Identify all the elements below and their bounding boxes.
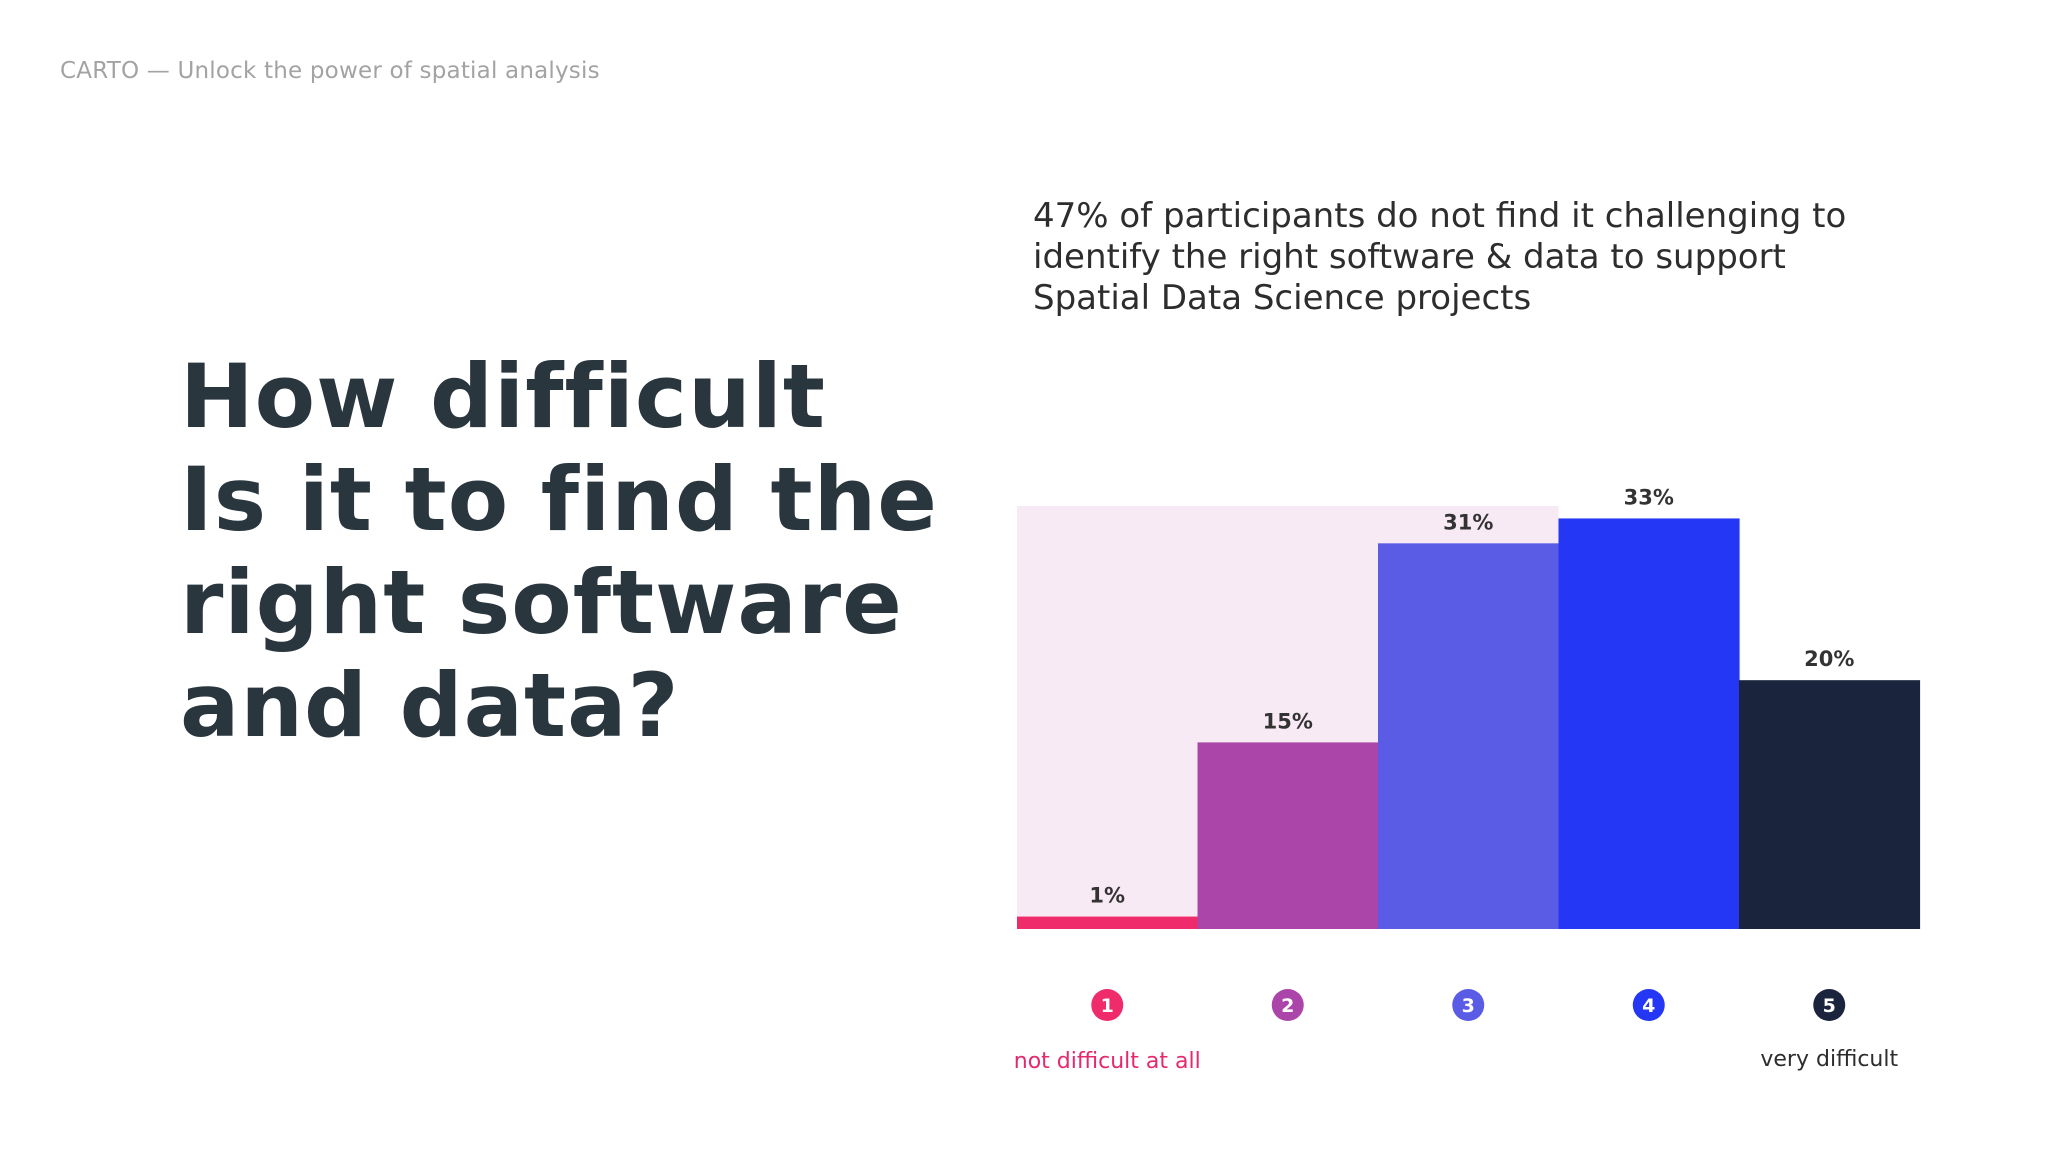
category-marker-5 — [1813, 989, 1846, 1021]
bar-value-label-5: 20% — [1804, 647, 1854, 671]
category-marker-1 — [1091, 989, 1124, 1021]
headline-line-1: How difficult — [180, 345, 826, 448]
category-label-4: 4 — [1642, 995, 1655, 1017]
category-marker-4 — [1632, 989, 1665, 1021]
bar-1 — [1017, 916, 1199, 929]
subtitle-line-3: Spatial Data Science projects — [1033, 278, 1532, 318]
category-marker-3 — [1452, 989, 1485, 1021]
headline-line-3: right software — [180, 551, 903, 654]
subtitle-line-2: identify the right software & data to su… — [1033, 237, 1786, 277]
bar-value-label-2: 15% — [1263, 709, 1313, 733]
bar-3 — [1378, 543, 1560, 929]
bar-value-label-3: 31% — [1443, 510, 1493, 534]
category-label-1: 1 — [1101, 995, 1114, 1017]
scale-low-label: not difficult at all — [1014, 1049, 1201, 1074]
category-label-2: 2 — [1281, 995, 1294, 1017]
category-label-3: 3 — [1462, 995, 1475, 1017]
headline: How difficult Is it to find the right so… — [180, 345, 938, 757]
bar-5 — [1739, 680, 1921, 929]
bar-value-label-1: 1% — [1089, 884, 1125, 908]
headline-line-4: and data? — [180, 654, 680, 757]
scale-high-label: very difficult — [1760, 1047, 1898, 1072]
bar-4 — [1558, 518, 1740, 929]
category-marker-2 — [1271, 989, 1304, 1021]
headline-line-2: Is it to find the — [180, 448, 938, 551]
bar-value-label-4: 33% — [1624, 485, 1674, 509]
chart-subtitle: 47% of participants do not find it chall… — [1033, 196, 1873, 319]
header-caption: CARTO — Unlock the power of spatial anal… — [60, 58, 600, 84]
bar-2 — [1197, 742, 1379, 929]
category-label-5: 5 — [1823, 995, 1836, 1017]
subtitle-line-1: 47% of participants do not find it chall… — [1033, 196, 1847, 236]
